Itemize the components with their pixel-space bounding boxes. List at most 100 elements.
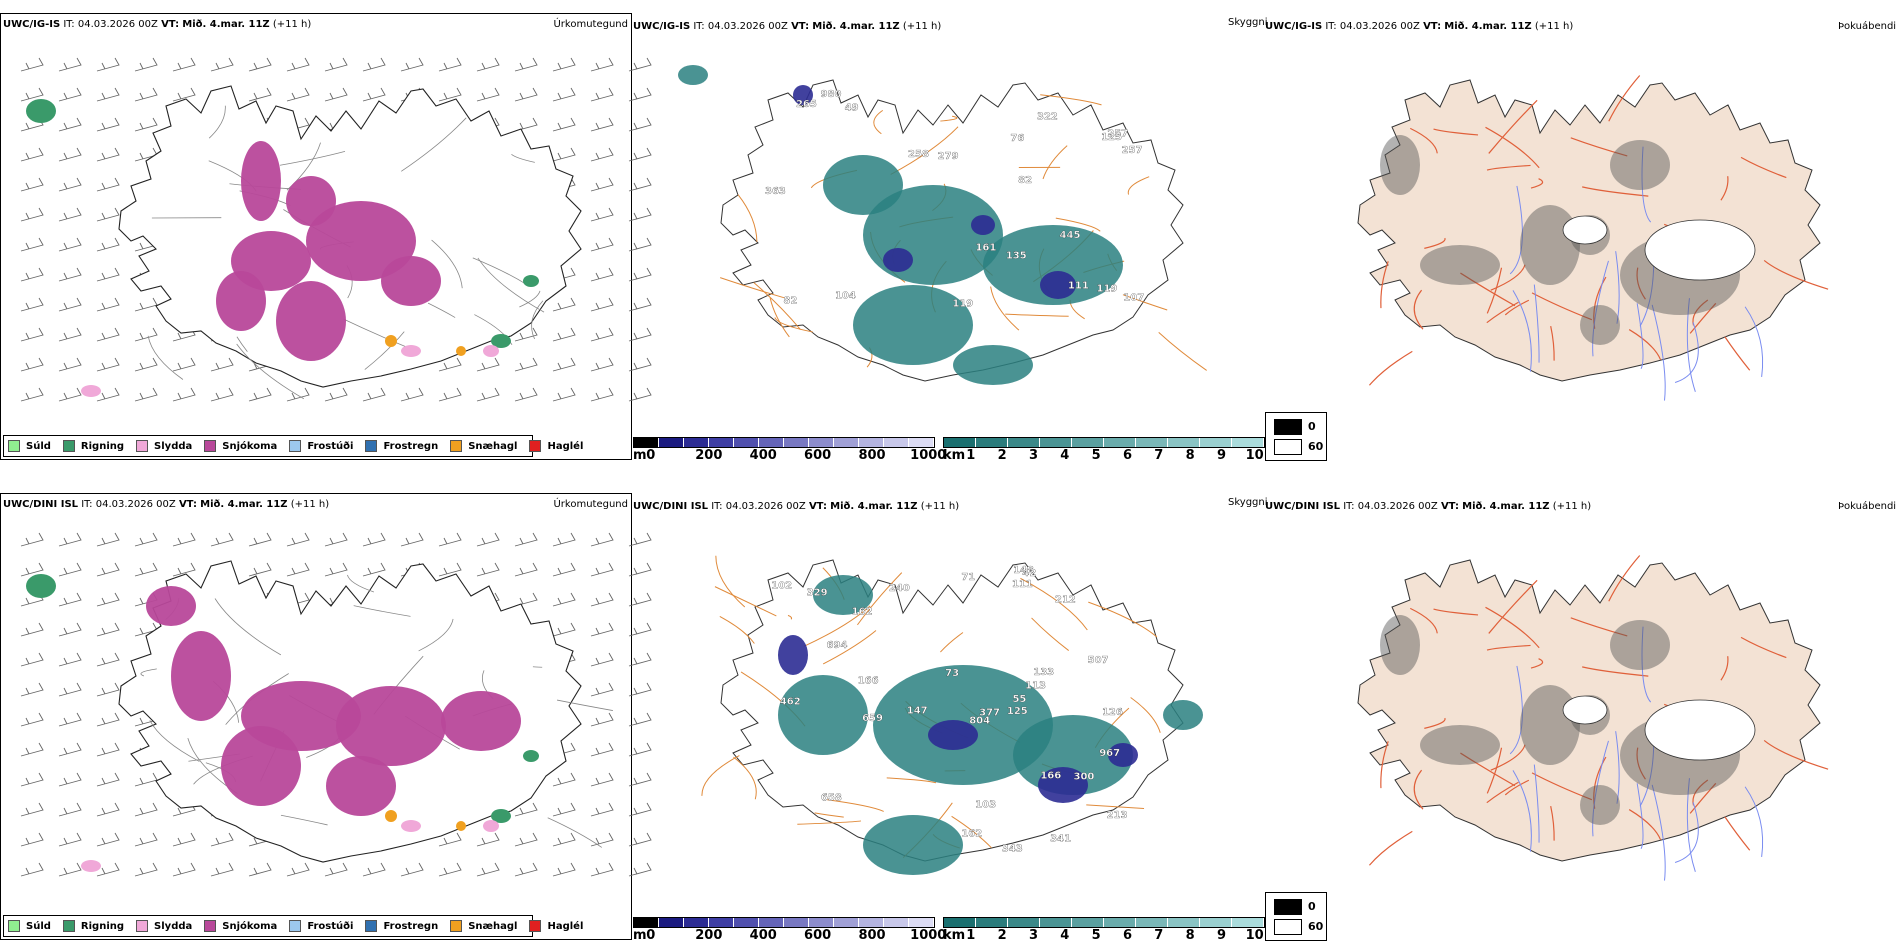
legend-swatch	[365, 440, 378, 452]
colorbar-tick-label: 6	[1122, 928, 1132, 943]
precip-panel-top: UWC/IG-IS IT: 04.03.2026 00Z VT: Mið. 4.…	[0, 13, 652, 460]
legend-swatch	[204, 920, 217, 932]
panel-title: UWC/IG-IS IT: 04.03.2026 00Z VT: Mið. 4.…	[1265, 21, 1574, 32]
precip-legend-item: Súld	[8, 920, 51, 932]
colorbar-step	[1136, 438, 1168, 447]
legend-swatch	[136, 440, 149, 452]
visibility-colorbar-bottom: km 1 2 3 4 5 6 7 8 9 10	[943, 917, 1265, 943]
ceiling-colorbar-bottom: m 0 200 400 600 800 1000	[633, 917, 946, 943]
colorbar-strip	[943, 437, 1265, 448]
colorbar-step	[834, 438, 859, 447]
colorbar-tick-label: 1000	[910, 448, 947, 463]
legend-label: Haglél	[547, 920, 584, 932]
precip-legend-item: Rigning	[62, 440, 124, 452]
ceiling-label: 111	[1068, 281, 1089, 292]
panel-title: UWC/DINI ISL IT: 04.03.2026 00Z VT: Mið.…	[1265, 501, 1592, 512]
colorbar-step	[859, 918, 884, 927]
ceiling-label: 42	[1022, 568, 1036, 579]
colorbar-step	[1232, 438, 1264, 447]
legend-swatch	[8, 920, 20, 932]
colorbar-tick-label: 5	[1091, 928, 1101, 943]
ceiling-label: 104	[835, 291, 856, 302]
precip-legend-item: Slydda	[136, 440, 192, 452]
colorbar-step	[834, 918, 859, 927]
colorbar-tick-label: 3	[1028, 928, 1038, 943]
panel-type-label: Skyggni	[1228, 17, 1268, 28]
visibility-map-bottom: 694 240 111 300 213 507 377 113 462 341 102 103 133 1…	[701, 555, 1203, 875]
colorbar-step	[1200, 918, 1232, 927]
colorbar-step	[684, 918, 709, 927]
ceiling-label: 135	[1006, 250, 1027, 261]
ceiling-label: 166	[858, 676, 879, 687]
colorbar-tick-label: 800	[858, 928, 886, 943]
ceiling-colorbar-top: m 0 200 400 600 800 1000	[633, 437, 946, 463]
colorbar-step	[734, 438, 759, 447]
ceiling-label: 119	[952, 299, 973, 310]
colorbar-step	[884, 438, 909, 447]
ceiling-label: 49	[845, 103, 859, 114]
precip-legend-top: Súld Rigning Slydda Snjókoma Frostúði Frostre…	[3, 435, 583, 457]
ceiling-label: 343	[1002, 844, 1023, 855]
colorbar-step	[759, 438, 784, 447]
ceiling-label: 300	[1073, 772, 1094, 783]
precip-legend-item: Haglél	[529, 920, 583, 932]
colorbar-step	[684, 438, 709, 447]
ceiling-label: 279	[938, 151, 959, 162]
colorbar-tick-label: 4	[1060, 928, 1070, 943]
colorbar-step	[784, 918, 809, 927]
ceiling-label: 363	[765, 186, 786, 197]
legend-label: Slydda	[154, 440, 193, 452]
legend-swatch	[289, 440, 302, 452]
colorbar-tick-label: 2	[997, 928, 1007, 943]
precip-legend-item: Snæhagl	[450, 440, 517, 452]
ceiling-label: 257	[1122, 145, 1143, 156]
ceiling-label: 55	[1012, 694, 1026, 705]
legend-swatch	[62, 440, 75, 452]
legend-swatch	[529, 440, 542, 452]
ceiling-label: 148	[1013, 565, 1034, 576]
colorbar-tick-label: 6	[1122, 448, 1132, 463]
colorbar-tick-label: 200	[695, 448, 723, 463]
colorbar-step	[909, 438, 934, 447]
legend-swatch	[450, 920, 463, 932]
precip-legend-item: Frostregn	[365, 920, 438, 932]
colorbar-step	[884, 918, 909, 927]
ceiling-label: 445	[1060, 230, 1081, 241]
precip-legend-item: Frostúði	[289, 440, 353, 452]
legend-label: Snæhagl	[468, 920, 518, 932]
colorbar-tick-label: 7	[1154, 928, 1164, 943]
colorbar-step	[1104, 438, 1136, 447]
legend-label: Súld	[26, 440, 51, 452]
ceiling-label: 126	[1102, 707, 1123, 718]
colorbar-tick-label: 0	[646, 928, 656, 943]
colorbar-tick-label: 600	[804, 928, 832, 943]
colorbar-step	[944, 918, 976, 927]
precip-legend-item: Snjókoma	[204, 920, 277, 932]
ceiling-label: 980	[821, 89, 842, 100]
colorbar-tick-label: 800	[858, 448, 886, 463]
ceiling-label: 341	[1050, 834, 1071, 845]
ceiling-label: 161	[975, 242, 996, 253]
colorbar-unit: km	[943, 928, 966, 943]
ceiling-label: 322	[1037, 111, 1058, 122]
colorbar-step	[759, 918, 784, 927]
ceiling-label: 125	[1101, 132, 1122, 143]
ceiling-label: 71	[961, 572, 975, 583]
colorbar-tick-label: 10	[1245, 448, 1264, 463]
colorbar-tick-label: 2	[997, 448, 1007, 463]
colorbar-tick-label: 3	[1028, 448, 1038, 463]
colorbar-step	[1200, 438, 1232, 447]
colorbar-step	[709, 438, 734, 447]
colorbar-tick-label: 8	[1185, 928, 1195, 943]
ceiling-label: 119	[1096, 284, 1117, 295]
legend-swatch	[529, 920, 542, 932]
ceiling-label: 694	[827, 640, 848, 651]
panel-type-label: Úrkomutegund	[553, 19, 628, 30]
ceiling-label: 240	[889, 583, 910, 594]
colorbar-step	[734, 918, 759, 927]
colorbar-tick-label: 600	[804, 448, 832, 463]
colorbar-tick-label: 7	[1154, 448, 1164, 463]
precip-legend-item: Frostregn	[365, 440, 438, 452]
ceiling-label: 147	[907, 705, 928, 716]
legend-label: Haglél	[547, 440, 584, 452]
